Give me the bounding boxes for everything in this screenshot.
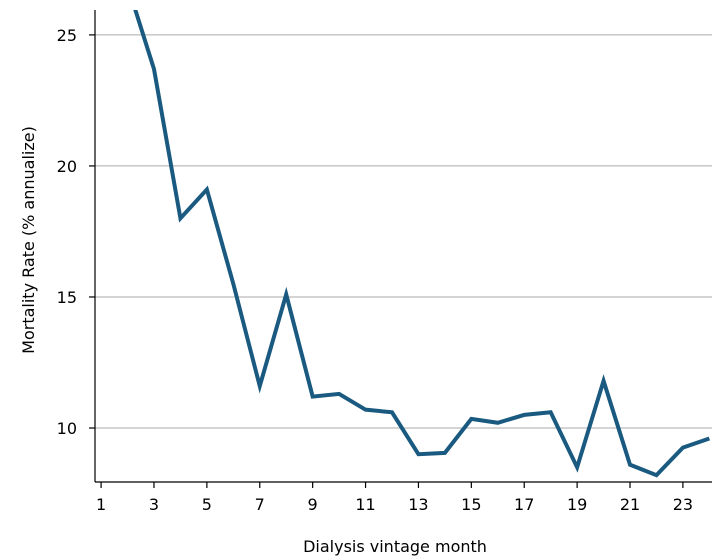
x-tick-label: 21 [620,495,640,514]
x-tick-label: 7 [255,495,265,514]
x-tick-label: 9 [308,495,318,514]
x-tick-label: 1 [96,495,106,514]
x-tick-label: 11 [355,495,375,514]
x-tick-label: 3 [149,495,159,514]
x-tick-label: 15 [461,495,481,514]
y-axis-label: Mortality Rate (% annualize) [19,126,38,354]
x-tick-label: 5 [202,495,212,514]
x-tick-label: 19 [567,495,587,514]
y-tick-label: 10 [57,419,77,438]
x-tick-label: 17 [514,495,534,514]
y-tick-label: 25 [57,26,77,45]
data-line [133,10,711,478]
x-tick-label: 23 [673,495,693,514]
x-axis-label: Dialysis vintage month [303,537,487,556]
y-tick-label: 20 [57,157,77,176]
y-tick-label: 15 [57,288,77,307]
x-tick-label: 13 [408,495,428,514]
